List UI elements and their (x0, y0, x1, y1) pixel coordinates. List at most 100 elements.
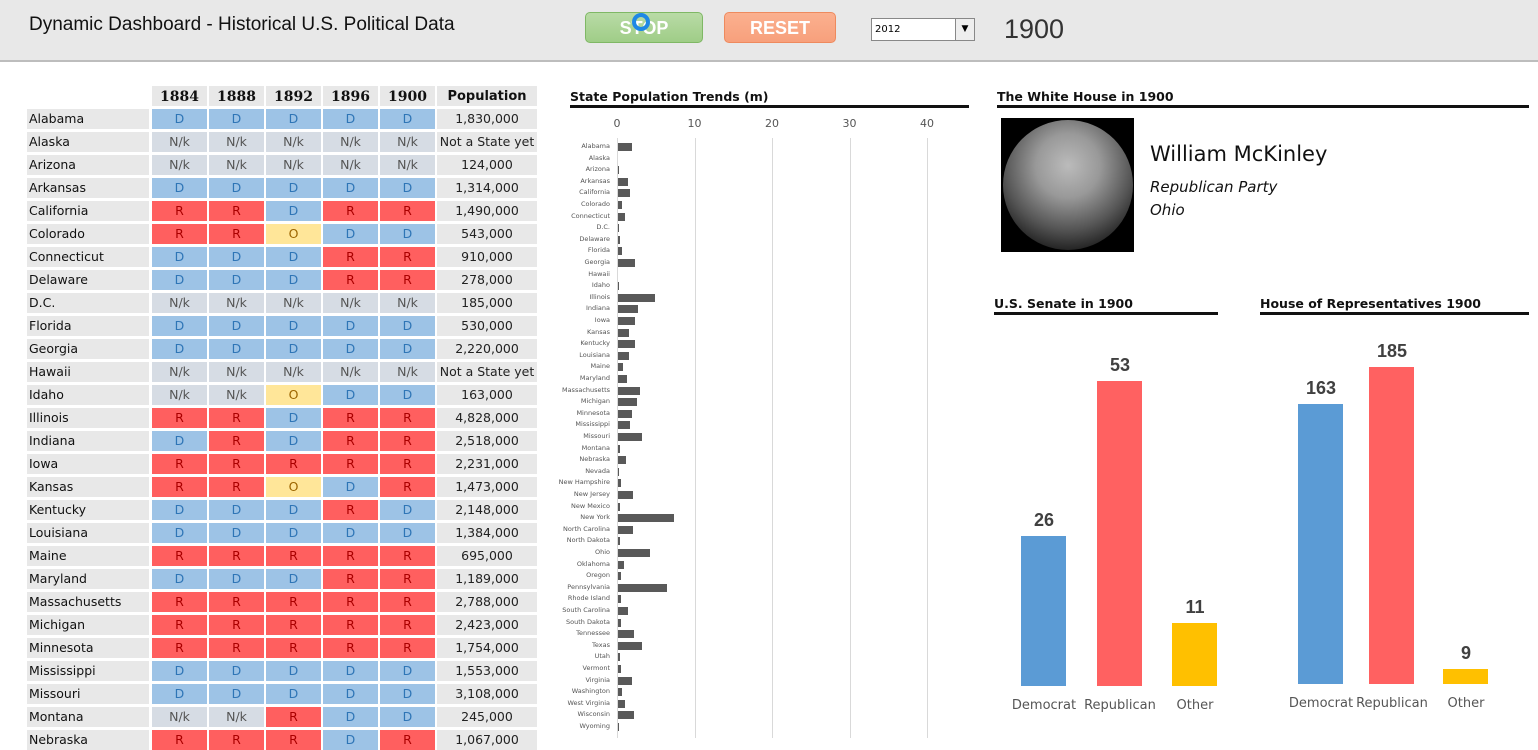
result-cell: R (152, 592, 207, 612)
result-cell: R (266, 638, 321, 658)
population-cell: 185,000 (437, 293, 537, 313)
state-axis-label: Florida (587, 246, 610, 255)
state-name: Nebraska (27, 730, 149, 750)
result-cell: R (209, 592, 264, 612)
state-axis-label: Louisiana (579, 350, 610, 359)
result-cell: O (266, 385, 321, 405)
result-cell: R (209, 224, 264, 244)
result-cell: D (323, 661, 378, 681)
result-cell: D (323, 109, 378, 129)
state-axis-label: North Carolina (563, 524, 610, 533)
state-axis-label: West Virginia (567, 698, 610, 707)
result-cell: R (380, 477, 435, 497)
population-bar (618, 456, 627, 465)
state-name: Idaho (27, 385, 149, 405)
result-cell: D (209, 661, 264, 681)
result-cell: N/k (209, 293, 264, 313)
result-cell: R (380, 431, 435, 451)
result-cell: D (209, 684, 264, 704)
population-bar (618, 491, 633, 499)
result-cell: D (380, 316, 435, 336)
result-cell: D (380, 224, 435, 244)
state-name: Alaska (27, 132, 149, 152)
population-bar (618, 398, 637, 407)
result-cell: R (323, 431, 378, 451)
population-bar (618, 723, 619, 731)
x-tick-label: 40 (920, 117, 934, 130)
result-cell: D (323, 730, 378, 750)
result-cell: R (266, 707, 321, 727)
state-name: Kansas (27, 477, 149, 497)
state-axis-label: New Hampshire (558, 478, 610, 487)
population-cell: 3,108,000 (437, 684, 537, 704)
state-axis-label: Nebraska (579, 455, 610, 464)
result-cell: D (152, 178, 207, 198)
result-cell: D (209, 523, 264, 543)
population-cell: 1,067,000 (437, 730, 537, 750)
result-cell: D (152, 431, 207, 451)
population-bar (618, 502, 620, 511)
state-name: Colorado (27, 224, 149, 244)
state-axis-label: Vermont (582, 664, 610, 672)
result-cell: D (209, 109, 264, 129)
state-axis-label: Rhode Island (567, 594, 610, 603)
result-cell: D (152, 569, 207, 589)
population-bar (618, 235, 621, 244)
result-cell: D (323, 385, 378, 405)
result-cell: R (380, 408, 435, 428)
result-cell: N/k (152, 132, 207, 152)
data-label: 53 (1109, 354, 1131, 375)
result-cell: O (266, 224, 321, 244)
result-cell: D (323, 523, 378, 543)
result-cell: D (152, 684, 207, 704)
state-name: Illinois (27, 408, 149, 428)
state-name: Maine (27, 546, 149, 566)
result-cell: R (323, 615, 378, 635)
state-axis-label: Iowa (594, 316, 610, 324)
population-bar (618, 653, 621, 662)
population-cell: 2,788,000 (437, 592, 537, 612)
population-bar (618, 282, 620, 291)
result-cell: R (323, 569, 378, 589)
state-name: Alabama (27, 109, 149, 129)
white-house-title: The White House in 1900 (997, 89, 1529, 108)
chevron-down-icon[interactable]: ▼ (955, 19, 974, 40)
result-cell: N/k (209, 132, 264, 152)
category-label: Republican (1356, 696, 1428, 711)
x-tick-label: 10 (687, 117, 702, 130)
result-cell: R (209, 431, 264, 451)
column-header: 1892 (266, 86, 321, 106)
population-bar (618, 328, 630, 337)
population-bar (618, 351, 629, 360)
result-cell: R (380, 247, 435, 267)
state-axis-label: Arkansas (580, 176, 610, 185)
president-name: William McKinley (1150, 142, 1328, 166)
result-cell: R (266, 592, 321, 612)
result-cell: D (380, 684, 435, 704)
result-cell: N/k (323, 155, 378, 175)
result-cell: D (323, 477, 378, 497)
population-bar (618, 688, 623, 697)
population-cell: 278,000 (437, 270, 537, 290)
population-cell: 245,000 (437, 707, 537, 727)
year-select[interactable]: 2012 ▼ (871, 18, 975, 41)
state-name: Florida (27, 316, 149, 336)
state-axis-label: D.C. (596, 223, 610, 232)
result-cell: D (323, 684, 378, 704)
population-bar (618, 259, 636, 267)
data-label: 11 (1185, 596, 1205, 617)
population-bar (618, 409, 632, 418)
state-axis-label: Ohio (594, 548, 610, 556)
gridline (927, 138, 928, 738)
state-axis-label: Missouri (583, 432, 610, 440)
result-cell: R (209, 615, 264, 635)
state-axis-label: South Carolina (562, 606, 610, 614)
result-cell: D (266, 201, 321, 221)
reset-button[interactable]: RESET (724, 12, 836, 43)
democrat-bar (1298, 404, 1343, 684)
category-label: Other (1176, 698, 1214, 713)
gridline (617, 138, 618, 738)
result-cell: R (380, 730, 435, 750)
population-bar (618, 305, 638, 314)
population-cell: 1,384,000 (437, 523, 537, 543)
